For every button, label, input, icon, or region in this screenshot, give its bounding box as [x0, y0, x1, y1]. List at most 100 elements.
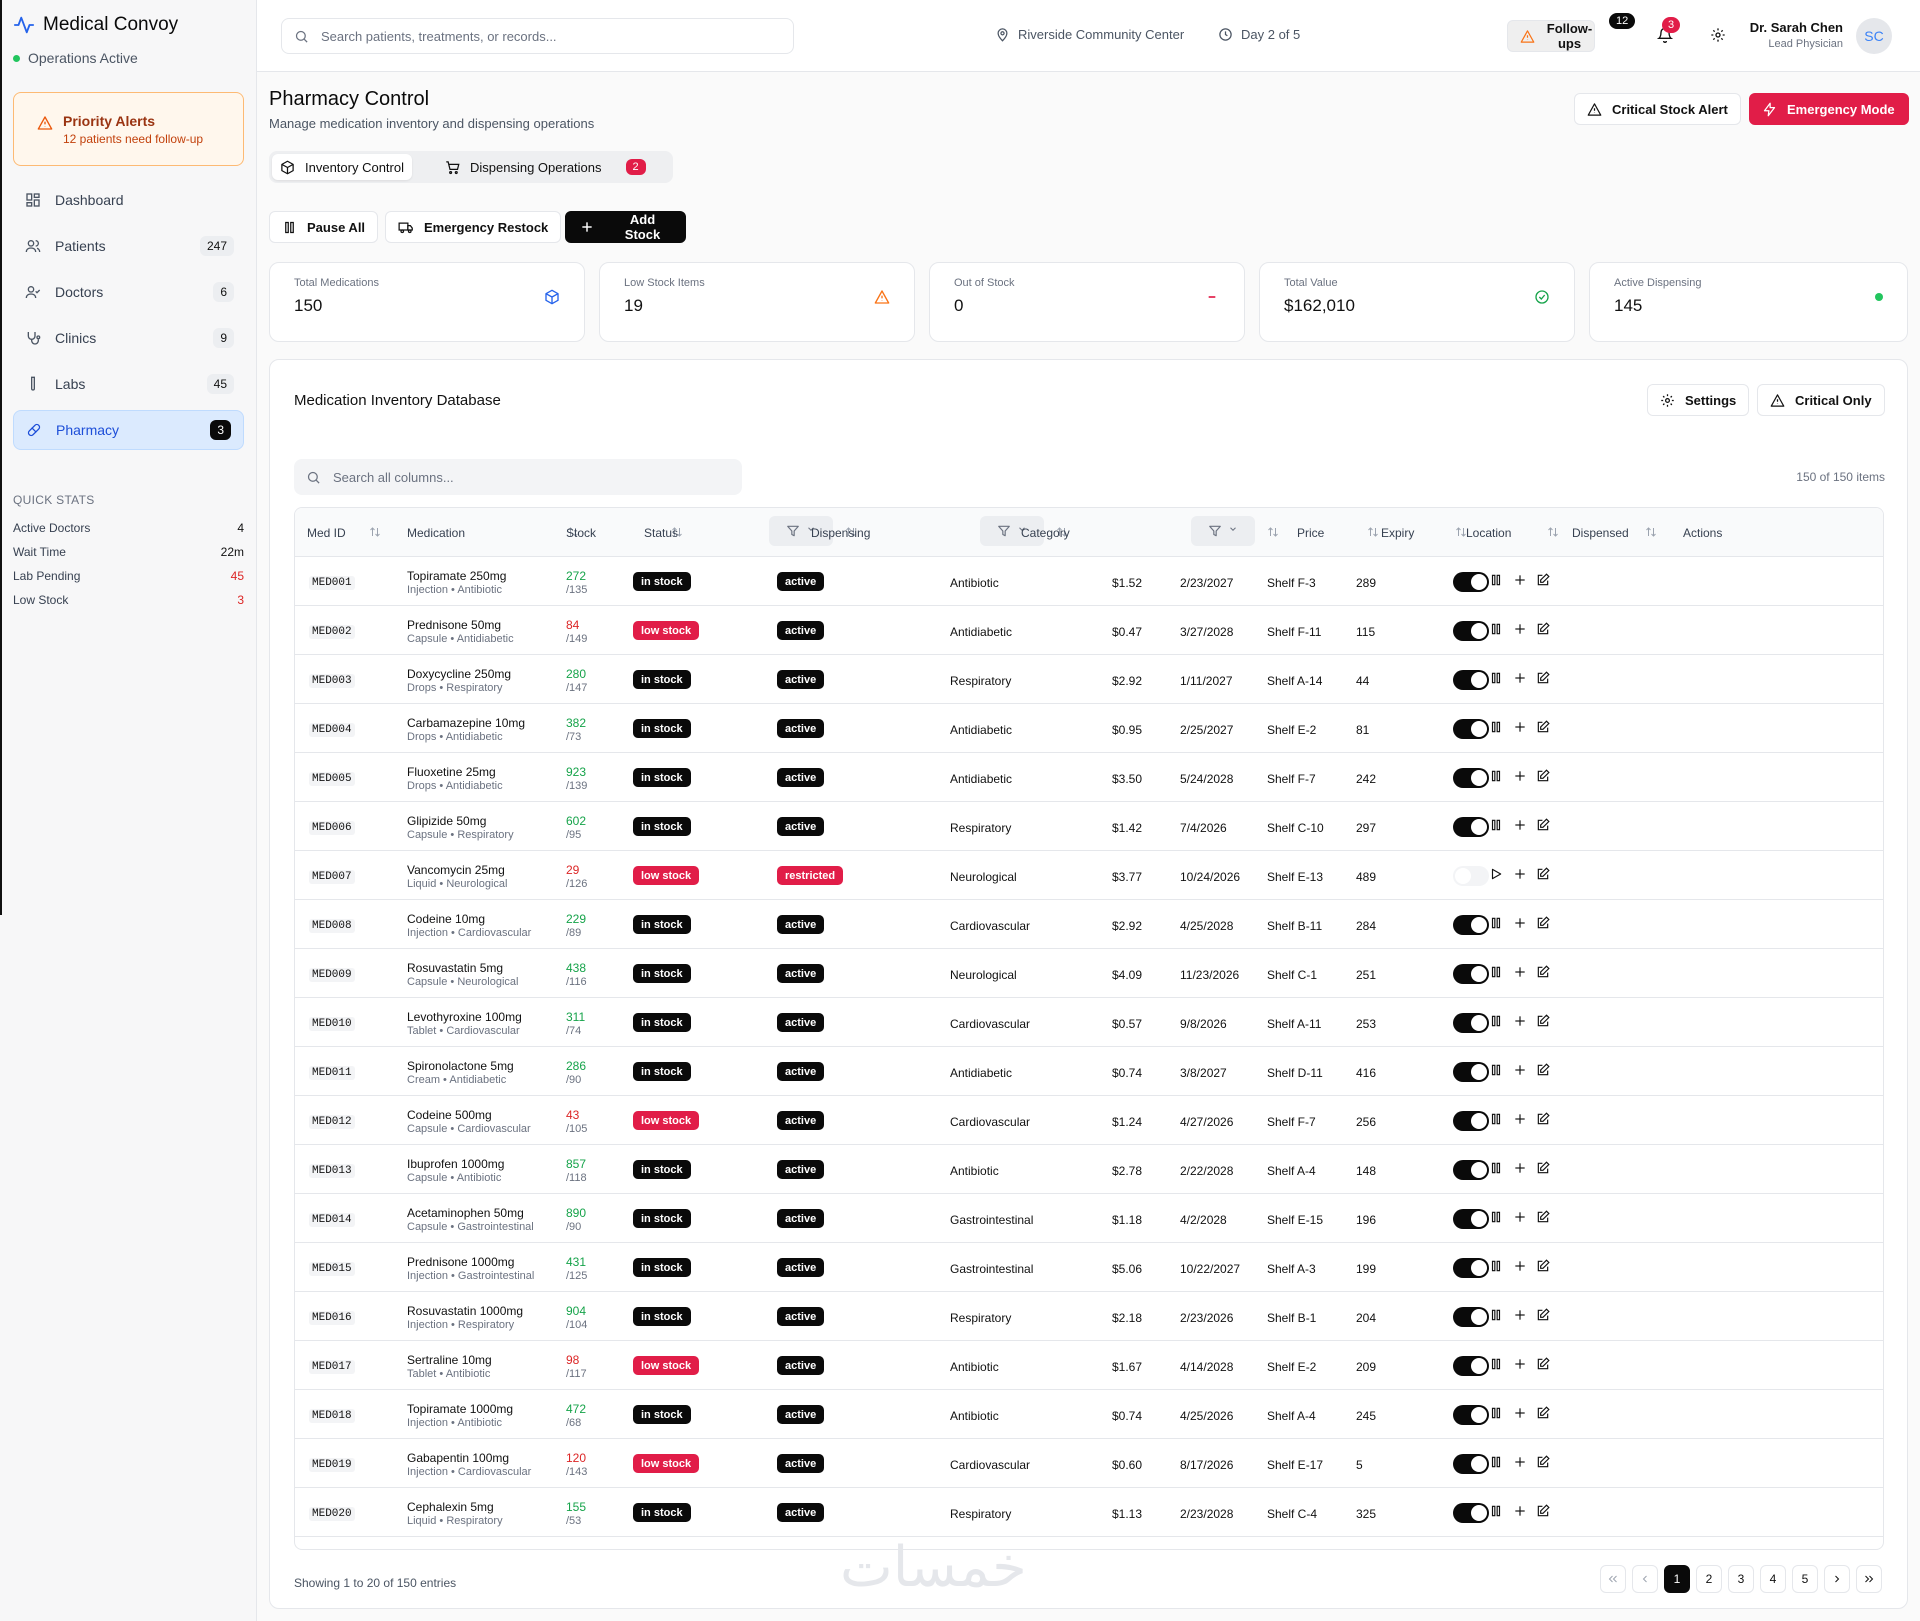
global-search-input[interactable]: [321, 28, 721, 44]
dispensing-toggle[interactable]: [1453, 1160, 1489, 1180]
column-header-location[interactable]: Location: [1466, 526, 1512, 540]
user-info[interactable]: Dr. Sarah Chen Lead Physician: [1750, 20, 1843, 50]
edit-icon[interactable]: [1536, 818, 1550, 832]
pause-icon[interactable]: [1489, 965, 1503, 979]
pause-all-button[interactable]: Pause All: [269, 211, 379, 243]
plus-icon[interactable]: [1513, 622, 1527, 636]
plus-icon[interactable]: [1513, 1112, 1527, 1126]
followups-button[interactable]: Follow-ups: [1507, 20, 1595, 52]
plus-icon[interactable]: [1513, 573, 1527, 587]
sort-icon[interactable]: [1267, 526, 1279, 538]
dispensing-toggle[interactable]: [1453, 915, 1489, 935]
edit-icon[interactable]: [1536, 1112, 1550, 1126]
pause-icon[interactable]: [1489, 573, 1503, 587]
dispensing-toggle[interactable]: [1453, 719, 1489, 739]
emergency-mode-button[interactable]: Emergency Mode: [1749, 93, 1909, 125]
pause-icon[interactable]: [1489, 1259, 1503, 1273]
edit-icon[interactable]: [1536, 1357, 1550, 1371]
sort-icon[interactable]: [1547, 526, 1559, 538]
add-stock-button[interactable]: Add Stock: [565, 211, 686, 243]
dispensing-toggle[interactable]: [1453, 572, 1489, 592]
critical-only-button[interactable]: Critical Only: [1757, 384, 1885, 416]
pause-icon[interactable]: [1489, 622, 1503, 636]
edit-icon[interactable]: [1536, 622, 1550, 636]
page-button[interactable]: 5: [1792, 1565, 1818, 1593]
pause-icon[interactable]: [1489, 1014, 1503, 1028]
plus-icon[interactable]: [1513, 1455, 1527, 1469]
sort-icon[interactable]: [845, 526, 857, 538]
emergency-restock-button[interactable]: Emergency Restock: [385, 211, 562, 243]
sidebar-item-dashboard[interactable]: Dashboard: [13, 180, 244, 220]
first-page-button[interactable]: [1600, 1565, 1626, 1593]
sidebar-item-labs[interactable]: Labs 45: [13, 364, 244, 404]
plus-icon[interactable]: [1513, 1308, 1527, 1322]
sort-icon[interactable]: [369, 526, 381, 538]
dispensing-toggle[interactable]: [1453, 1405, 1489, 1425]
sort-icon[interactable]: [1367, 526, 1379, 538]
edit-icon[interactable]: [1536, 1063, 1550, 1077]
pause-icon[interactable]: [1489, 1308, 1503, 1322]
plus-icon[interactable]: [1513, 720, 1527, 734]
page-button[interactable]: 3: [1728, 1565, 1754, 1593]
table-search[interactable]: [294, 459, 742, 495]
critical-stock-alert-button[interactable]: Critical Stock Alert: [1574, 93, 1741, 125]
column-header-price[interactable]: Price: [1297, 526, 1325, 540]
dispensing-toggle[interactable]: [1453, 670, 1489, 690]
dispensing-toggle[interactable]: [1453, 964, 1489, 984]
edit-icon[interactable]: [1536, 1504, 1550, 1518]
plus-icon[interactable]: [1513, 671, 1527, 685]
sort-icon[interactable]: [1645, 526, 1657, 538]
settings-button[interactable]: Settings: [1647, 384, 1750, 416]
edit-icon[interactable]: [1536, 1259, 1550, 1273]
pause-icon[interactable]: [1489, 1504, 1503, 1518]
dispensing-toggle[interactable]: [1453, 1209, 1489, 1229]
plus-icon[interactable]: [1513, 1357, 1527, 1371]
column-filter-dispensing[interactable]: [980, 516, 1044, 546]
column-header-status[interactable]: Status: [644, 526, 679, 540]
page-button[interactable]: 1: [1664, 1565, 1690, 1593]
plus-icon[interactable]: [1513, 965, 1527, 979]
plus-icon[interactable]: [1513, 818, 1527, 832]
plus-icon[interactable]: [1513, 1014, 1527, 1028]
edit-icon[interactable]: [1536, 1308, 1550, 1322]
table-search-input[interactable]: [333, 469, 733, 485]
sort-icon[interactable]: [567, 526, 579, 538]
pause-icon[interactable]: [1489, 769, 1503, 783]
pause-icon[interactable]: [1489, 1063, 1503, 1077]
pause-icon[interactable]: [1489, 1161, 1503, 1175]
column-header-medication[interactable]: Medication: [407, 526, 466, 540]
column-header-category[interactable]: Category: [1021, 526, 1070, 540]
dispensing-toggle[interactable]: [1453, 1454, 1489, 1474]
column-filter-category[interactable]: [1191, 516, 1255, 546]
sort-icon[interactable]: [671, 526, 683, 538]
next-page-button[interactable]: [1824, 1565, 1850, 1593]
plus-icon[interactable]: [1513, 1259, 1527, 1273]
global-search[interactable]: [281, 18, 794, 54]
play-icon[interactable]: [1489, 867, 1503, 881]
column-header-expiry[interactable]: Expiry: [1381, 526, 1415, 540]
tab-inventory-control[interactable]: Inventory Control: [272, 154, 412, 180]
plus-icon[interactable]: [1513, 769, 1527, 783]
pause-icon[interactable]: [1489, 818, 1503, 832]
edit-icon[interactable]: [1536, 769, 1550, 783]
dispensing-toggle[interactable]: [1453, 866, 1489, 886]
plus-icon[interactable]: [1513, 867, 1527, 881]
dispensing-toggle[interactable]: [1453, 1258, 1489, 1278]
column-header-stock[interactable]: Stock: [566, 526, 597, 540]
edit-icon[interactable]: [1536, 671, 1550, 685]
edit-icon[interactable]: [1536, 1455, 1550, 1469]
dispensing-toggle[interactable]: [1453, 1062, 1489, 1082]
sidebar-item-pharmacy[interactable]: Pharmacy 3: [13, 410, 244, 450]
sidebar-item-doctors[interactable]: Doctors 6: [13, 272, 244, 312]
column-header-dispensed[interactable]: Dispensed: [1572, 526, 1629, 540]
edit-icon[interactable]: [1536, 720, 1550, 734]
sort-icon[interactable]: [1056, 526, 1068, 538]
dispensing-toggle[interactable]: [1453, 1013, 1489, 1033]
sidebar-item-patients[interactable]: Patients 247: [13, 226, 244, 266]
edit-icon[interactable]: [1536, 965, 1550, 979]
tab-dispensing-operations[interactable]: Dispensing Operations 2: [437, 154, 654, 180]
pause-icon[interactable]: [1489, 671, 1503, 685]
page-button[interactable]: 2: [1696, 1565, 1722, 1593]
plus-icon[interactable]: [1513, 1210, 1527, 1224]
last-page-button[interactable]: [1856, 1565, 1882, 1593]
